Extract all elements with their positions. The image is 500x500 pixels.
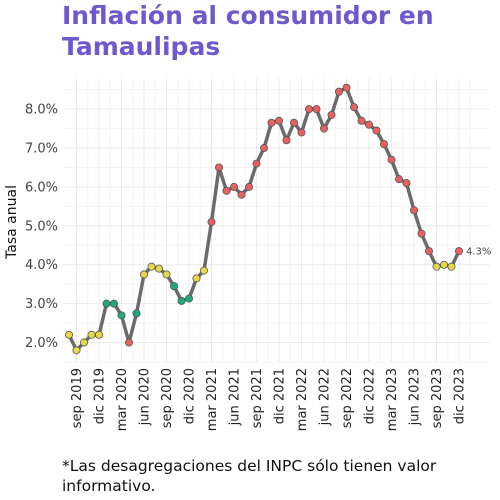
chart-title: Inflación al consumidor en Tamaulipas bbox=[62, 1, 434, 61]
x-tick-label: sep 2019 bbox=[70, 368, 85, 428]
x-tick-label: mar 2021 bbox=[205, 368, 220, 431]
data-point bbox=[65, 330, 74, 339]
data-point bbox=[432, 262, 441, 271]
x-tick-label: mar 2023 bbox=[385, 368, 400, 431]
x-tick-label: jun 2023 bbox=[408, 368, 423, 426]
data-point bbox=[289, 118, 298, 127]
data-point bbox=[342, 83, 351, 92]
y-tick-label: 7.0% bbox=[25, 142, 58, 157]
grid-layer bbox=[62, 78, 490, 363]
data-point bbox=[147, 262, 156, 271]
x-tick-label: jun 2022 bbox=[318, 368, 333, 426]
data-point bbox=[87, 330, 96, 339]
x-tick-label: sep 2021 bbox=[250, 368, 265, 428]
x-tick-label: jun 2020 bbox=[138, 368, 153, 426]
data-point bbox=[312, 105, 321, 114]
data-point bbox=[117, 311, 126, 320]
y-tick-label: 8.0% bbox=[25, 103, 58, 118]
y-tick-label: 6.0% bbox=[25, 180, 58, 195]
data-point bbox=[387, 155, 396, 164]
data-point bbox=[199, 266, 208, 275]
data-point bbox=[319, 124, 328, 133]
data-point bbox=[274, 116, 283, 125]
data-point bbox=[439, 260, 448, 269]
data-point bbox=[125, 338, 134, 347]
chart-note: *Las desagregaciones del INPC sólo tiene… bbox=[62, 457, 437, 495]
y-tick-label: 4.0% bbox=[25, 258, 58, 273]
data-point bbox=[80, 338, 89, 347]
data-point bbox=[72, 346, 81, 355]
y-tick-label: 2.0% bbox=[25, 336, 58, 351]
data-point bbox=[252, 159, 261, 168]
data-point bbox=[184, 294, 193, 303]
data-point bbox=[282, 136, 291, 145]
data-point bbox=[372, 126, 381, 135]
data-point bbox=[192, 274, 201, 283]
x-tick-label: dic 2020 bbox=[183, 368, 198, 424]
x-tick-label: dic 2023 bbox=[453, 368, 468, 424]
data-point bbox=[222, 186, 231, 195]
data-point bbox=[304, 105, 313, 114]
y-tick-label: 3.0% bbox=[25, 297, 58, 312]
data-point bbox=[447, 262, 456, 271]
data-point bbox=[417, 229, 426, 238]
data-point bbox=[95, 330, 104, 339]
data-point bbox=[237, 190, 246, 199]
data-point bbox=[177, 296, 186, 305]
data-point bbox=[214, 163, 223, 172]
data-point bbox=[297, 128, 306, 137]
data-point bbox=[349, 103, 358, 112]
data-point bbox=[139, 270, 148, 279]
data-point bbox=[379, 140, 388, 149]
data-point bbox=[259, 144, 268, 153]
x-axis-ticks: sep 2019 dic 2019 mar 2020 jun 2020 sep 2020… bbox=[70, 368, 468, 431]
data-point bbox=[162, 270, 171, 279]
data-point bbox=[394, 175, 403, 184]
data-point bbox=[154, 264, 163, 273]
y-axis-ticks: 2.0% 3.0% 4.0% 5.0% 6.0% 7.0% 8.0% bbox=[25, 103, 58, 351]
data-point bbox=[454, 247, 463, 256]
data-point bbox=[244, 182, 253, 191]
x-tick-label: sep 2022 bbox=[340, 368, 355, 428]
y-axis-label: Tasa anual bbox=[4, 185, 20, 260]
data-point bbox=[102, 299, 111, 308]
data-point bbox=[229, 182, 238, 191]
data-point bbox=[207, 217, 216, 226]
data-point bbox=[267, 118, 276, 127]
data-point bbox=[364, 120, 373, 129]
x-tick-label: mar 2020 bbox=[115, 368, 130, 431]
x-tick-label: dic 2021 bbox=[273, 368, 288, 424]
data-point bbox=[402, 179, 411, 188]
data-point bbox=[110, 299, 119, 308]
data-point bbox=[334, 87, 343, 96]
data-point bbox=[327, 110, 336, 119]
data-point bbox=[357, 116, 366, 125]
data-points bbox=[65, 83, 463, 355]
x-tick-label: dic 2022 bbox=[363, 368, 378, 424]
data-point bbox=[169, 282, 178, 291]
data-point bbox=[424, 247, 433, 256]
y-tick-label: 5.0% bbox=[25, 219, 58, 234]
data-point bbox=[132, 309, 141, 318]
x-tick-label: dic 2019 bbox=[93, 368, 108, 424]
last-point-label: 4.3% bbox=[466, 247, 491, 258]
x-tick-label: sep 2023 bbox=[430, 368, 445, 428]
series-line bbox=[67, 85, 461, 353]
data-point bbox=[409, 206, 418, 215]
x-tick-label: mar 2022 bbox=[295, 368, 310, 431]
x-tick-label: jun 2021 bbox=[228, 368, 243, 426]
x-tick-label: sep 2020 bbox=[160, 368, 175, 428]
